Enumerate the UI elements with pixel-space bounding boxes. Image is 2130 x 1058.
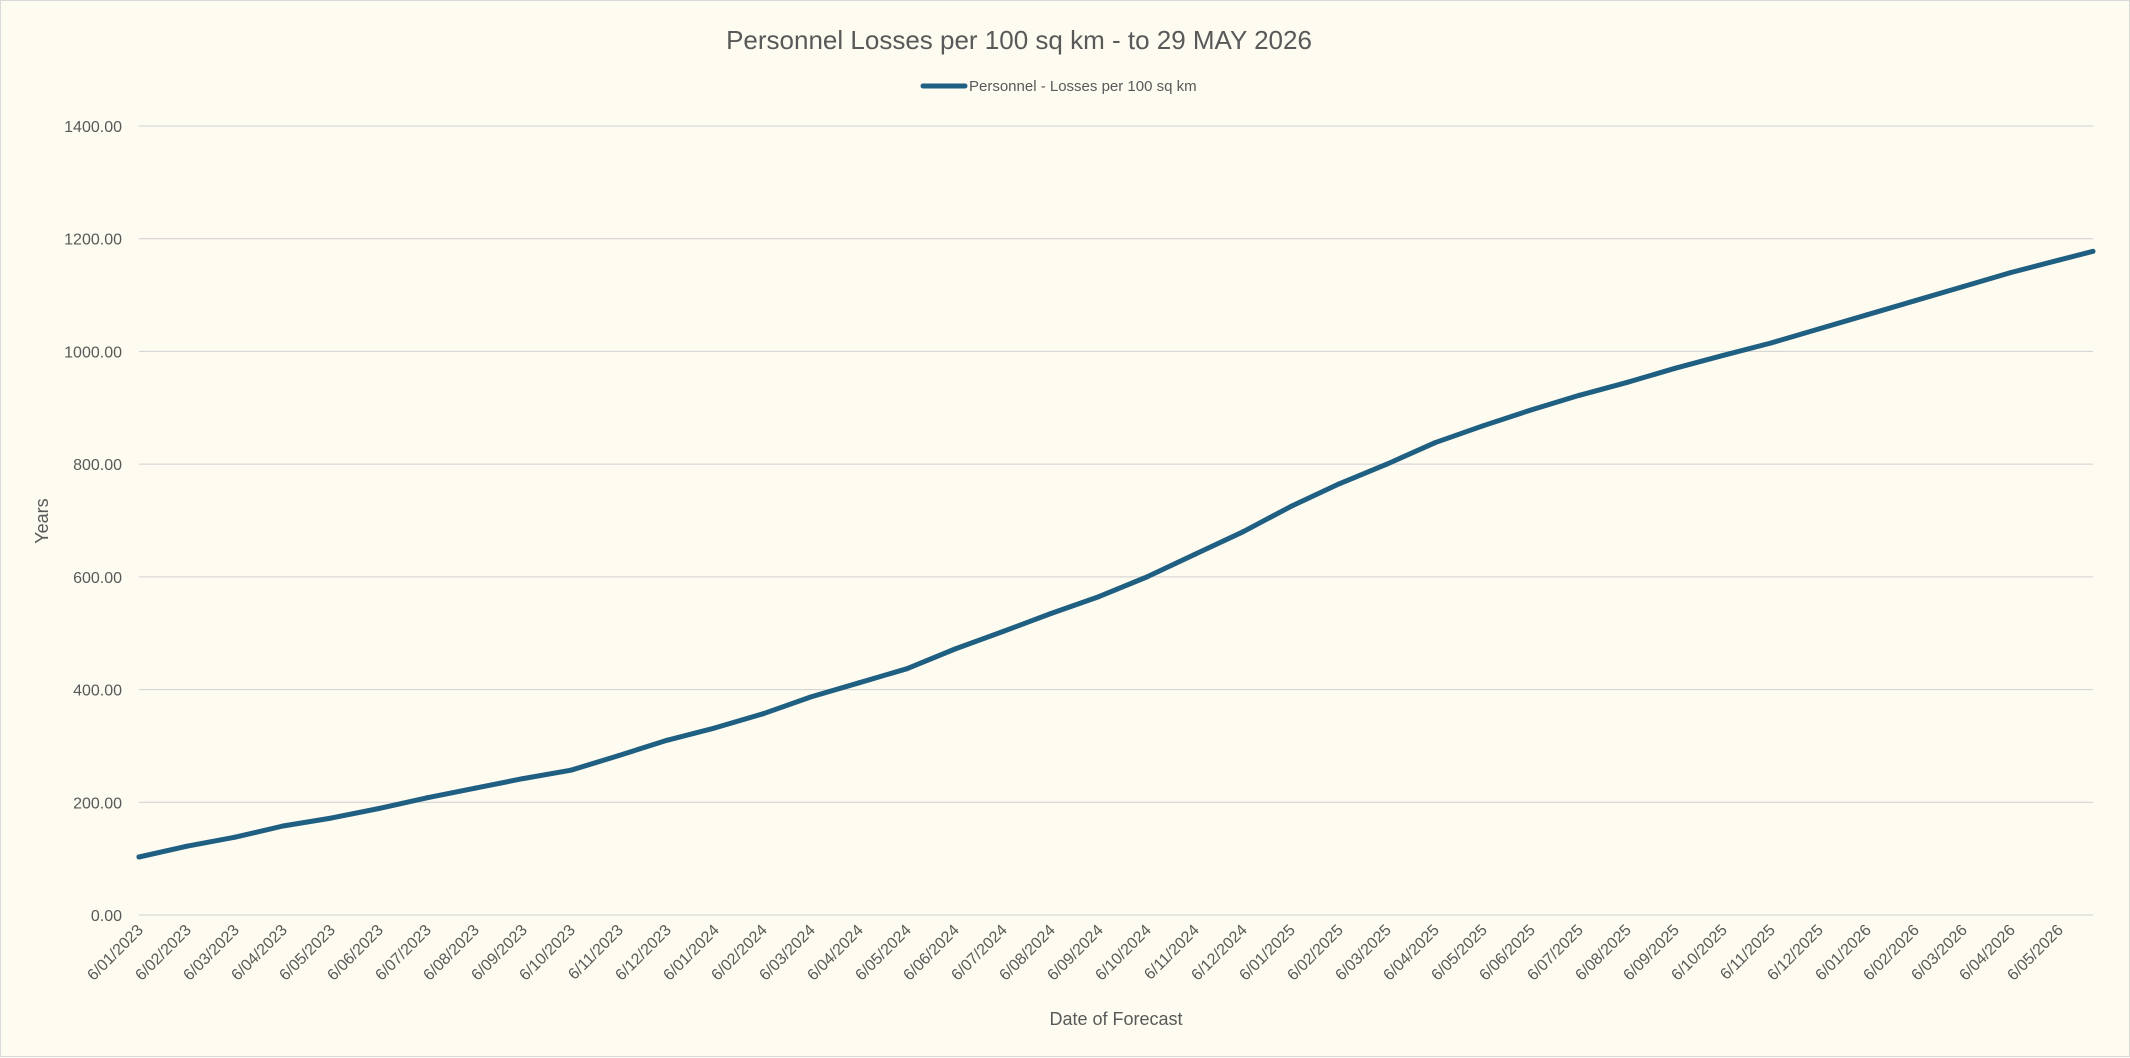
data-point	[1528, 407, 1534, 413]
data-point	[136, 854, 142, 860]
data-point	[184, 843, 190, 849]
data-point	[328, 815, 334, 821]
legend-label: Personnel - Losses per 100 sq km	[969, 78, 1197, 95]
y-tick-label: 1400.00	[64, 119, 122, 136]
data-point	[1000, 629, 1006, 635]
data-point	[1384, 461, 1390, 467]
data-point	[952, 646, 958, 652]
x-axis-title: Date of Forecast	[1049, 1009, 1182, 1029]
data-point	[1480, 423, 1486, 429]
data-point	[1864, 312, 1870, 318]
gridlines	[139, 125, 2093, 916]
data-point	[712, 725, 718, 731]
data-point	[904, 666, 910, 672]
data-point	[616, 753, 622, 759]
data-point	[1192, 551, 1198, 557]
data-point	[1768, 340, 1774, 346]
data-point	[1720, 352, 1726, 358]
y-tick-label: 0.00	[91, 908, 122, 925]
data-point	[1816, 326, 1822, 332]
data-point	[1576, 392, 1582, 398]
data-point	[376, 805, 382, 811]
data-point	[472, 785, 478, 791]
data-point	[1960, 284, 1966, 290]
data-point	[1672, 365, 1678, 371]
y-tick-label: 400.00	[73, 683, 122, 700]
data-point	[1624, 379, 1630, 385]
data-point	[1240, 529, 1246, 535]
data-point	[1048, 610, 1054, 616]
y-tick-label: 1000.00	[64, 344, 122, 361]
y-axis-title: Years	[32, 498, 52, 543]
data-point	[664, 737, 670, 743]
data-point	[2056, 257, 2062, 263]
data-point	[280, 823, 286, 829]
chart-title: Personnel Losses per 100 sq km - to 29 M…	[726, 25, 1312, 55]
data-point	[568, 767, 574, 773]
data-point	[232, 834, 238, 840]
series-layer	[136, 248, 2096, 860]
data-point	[1336, 481, 1342, 487]
data-point	[1096, 594, 1102, 600]
data-point	[760, 711, 766, 717]
data-point	[2008, 270, 2014, 276]
y-tick-label: 800.00	[73, 457, 122, 474]
data-point	[1144, 574, 1150, 580]
data-point	[856, 680, 862, 686]
series-line	[136, 248, 2096, 860]
y-tick-label: 200.00	[73, 795, 122, 812]
y-tick-label: 1200.00	[64, 232, 122, 249]
data-point	[1432, 440, 1438, 446]
data-point	[424, 795, 430, 801]
legend: Personnel - Losses per 100 sq km	[920, 78, 1197, 95]
data-point	[520, 776, 526, 782]
x-axis-ticks: 6/01/20236/02/20236/03/20236/04/20236/05…	[84, 922, 2066, 984]
y-axis-ticks: 0.00 200.00 400.00 600.00 800.00 1000.00 1200.…	[64, 119, 122, 925]
data-point	[808, 694, 814, 700]
data-point	[1288, 503, 1294, 509]
y-tick-label: 600.00	[73, 570, 122, 587]
data-point	[1912, 298, 1918, 304]
